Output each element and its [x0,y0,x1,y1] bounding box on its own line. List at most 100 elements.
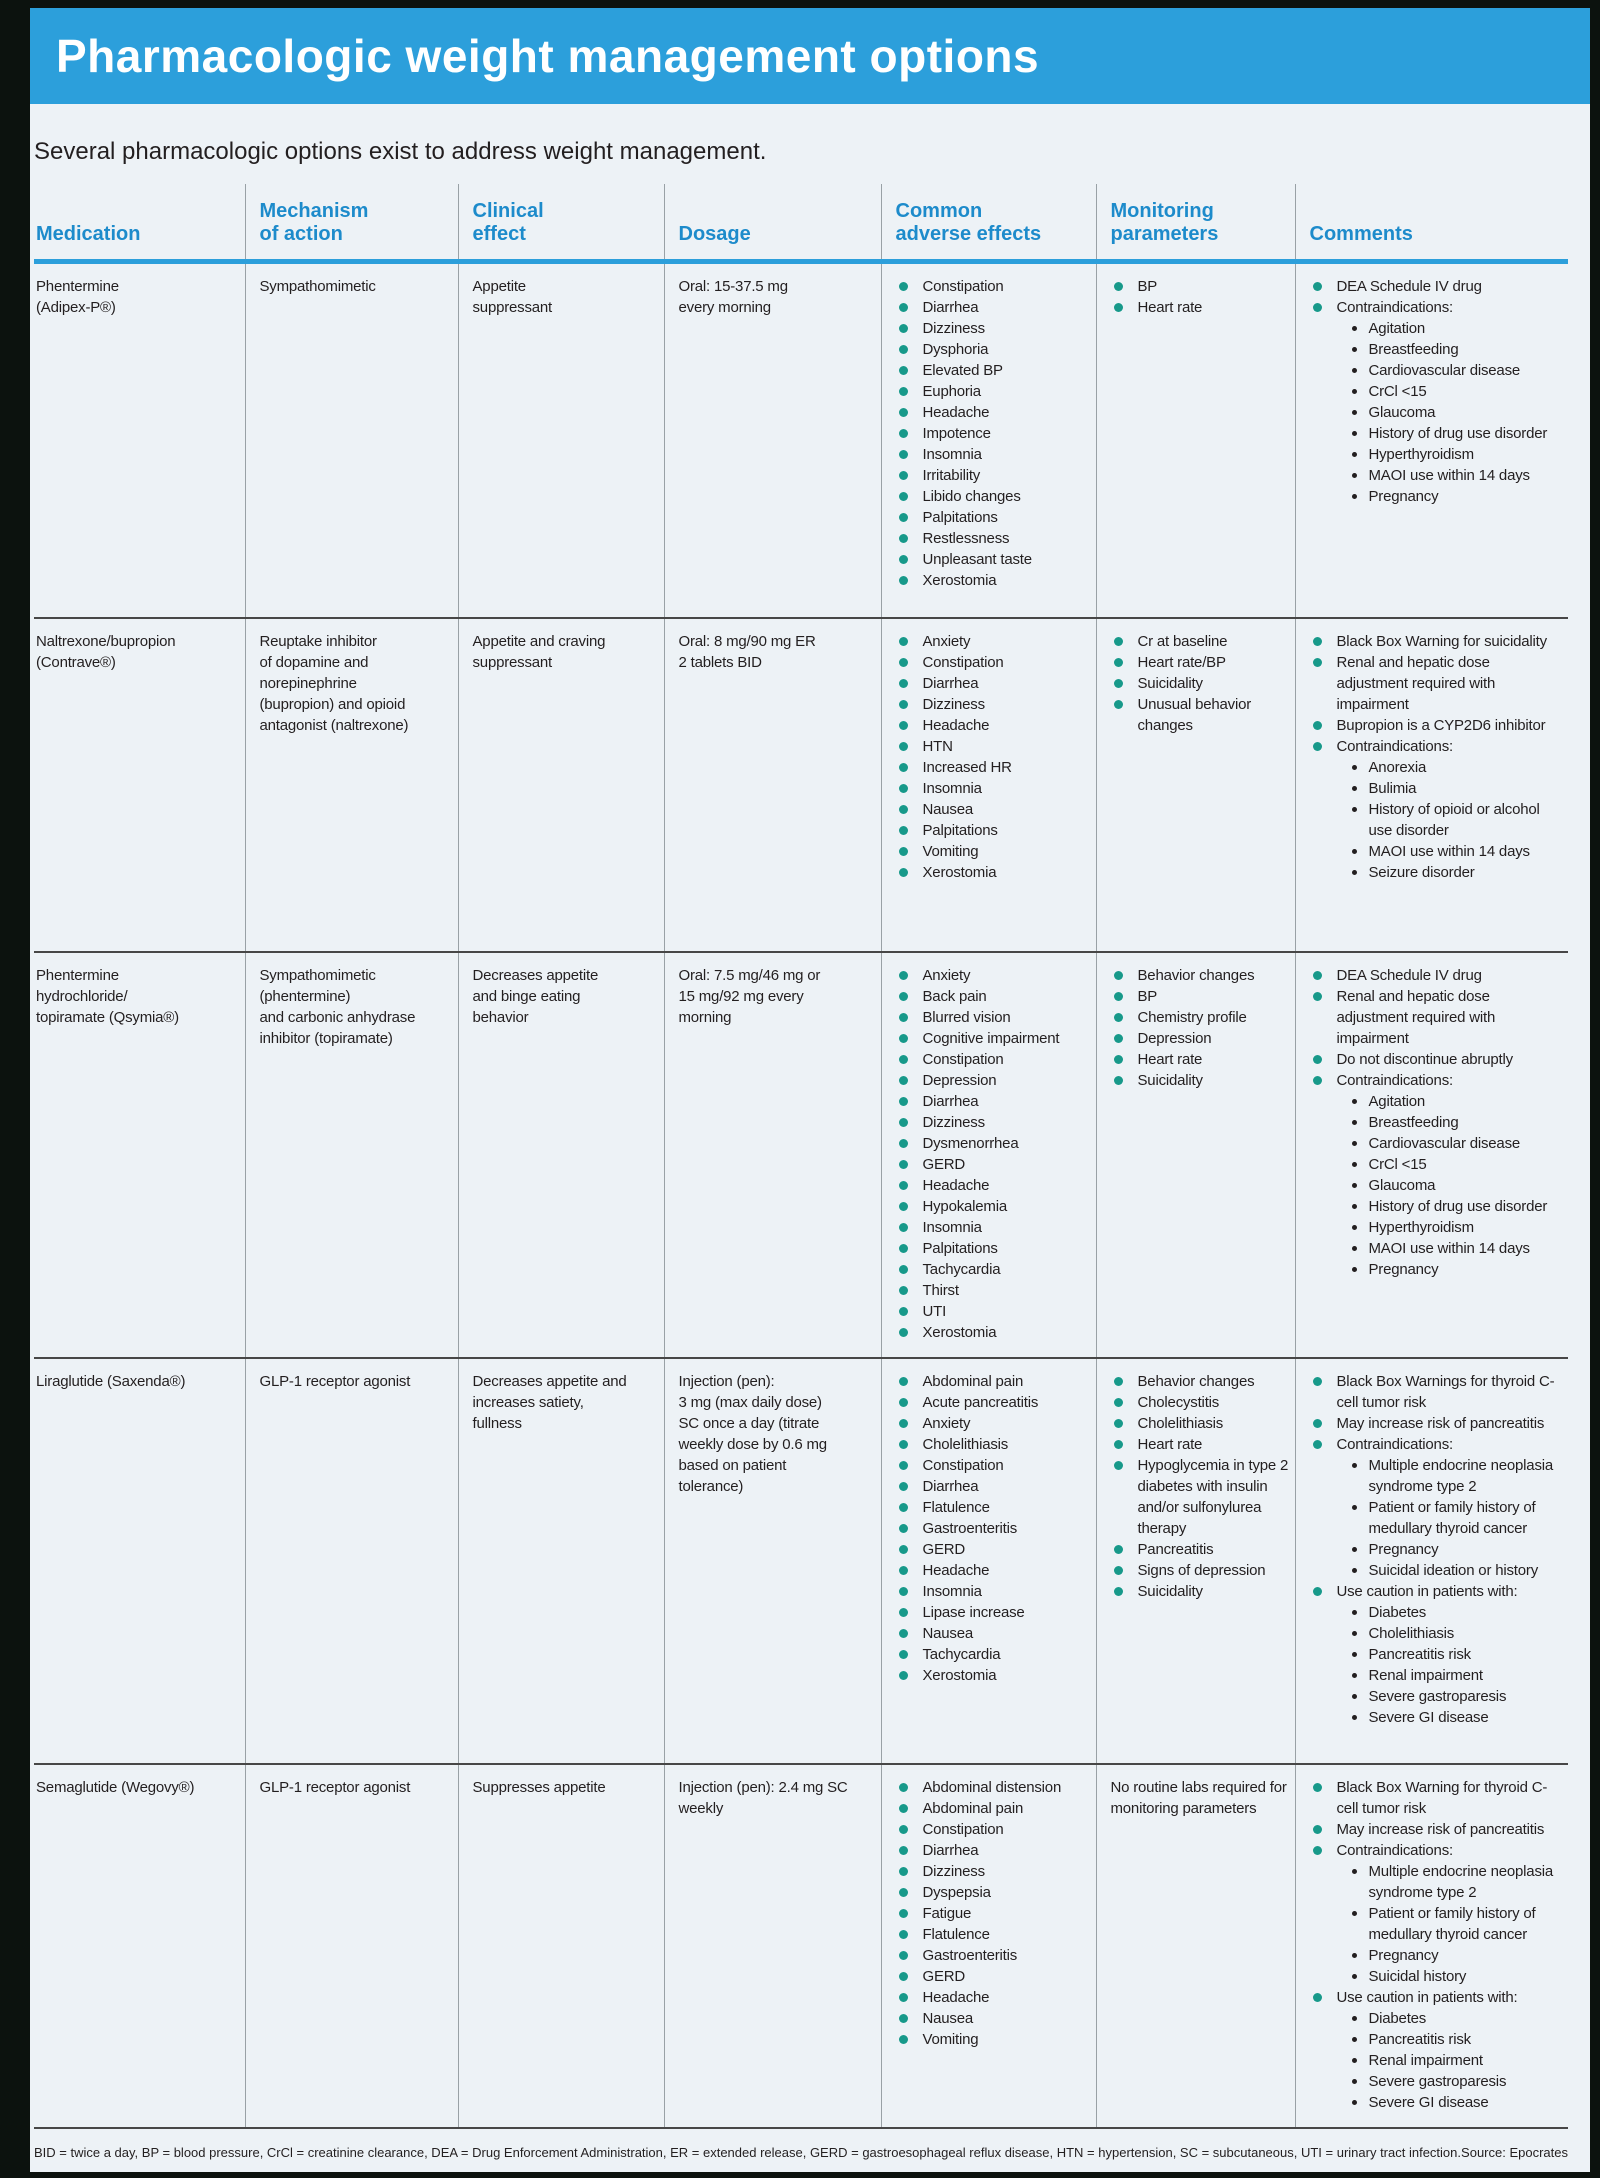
comment-sub-item: Cholelithiasis [1345,1623,1563,1644]
medication-text: Phentermine hydrochloride/ topiramate (Q… [36,966,179,1026]
adverse-effects-cell: Constipation Diarrhea Dizziness Dysphoria El… [880,261,1096,619]
page: Pharmacologic weight management options … [30,8,1590,2172]
monitoring-content: Cr at baseline Heart rate/BP Suicidality Un… [1111,631,1289,736]
dosage-text: Oral: 15-37.5 mg every morning [678,278,789,316]
adverse-effect-item: Diarrhea [896,297,1090,318]
comment-sub-item: Hyperthyroidism [1345,444,1563,465]
adverse-effect-item: Gastroenteritis [896,1945,1090,1966]
comment-sub-item: Pancreatitis risk [1345,1644,1563,1665]
adverse-effect-item: Dysphoria [896,339,1090,360]
comment-item: Do not discontinue abruptly [1310,1049,1563,1070]
comment-item: Contraindications: Agitation Breastfeeding… [1310,297,1563,507]
comment-sub-item: Severe gastroparesis [1345,1686,1563,1707]
column-header-adverse-effects: Common adverse effects [880,184,1096,264]
comment-sub-item: Seizure disorder [1345,862,1563,883]
dosage-cell: Injection (pen): 3 mg (max daily dose) S… [663,1357,881,1765]
mechanism-text: GLP-1 receptor agonist [259,1778,411,1796]
monitoring-item: Heart rate [1111,1049,1289,1070]
medication-text: Phentermine (Adipex-P®) [36,278,119,316]
clinical-effect-text: Decreases appetite and binge eating beha… [472,966,599,1026]
comment-sublist: Multiple endocrine neoplasia syndrome ty… [1337,1861,1563,1987]
monitoring-item: Heart rate/BP [1111,652,1289,673]
monitoring-item: Suicidality [1111,673,1289,694]
adverse-effect-item: Hypokalemia [896,1196,1090,1217]
comment-sub-item: Pancreatitis risk [1345,2029,1563,2050]
adverse-effect-item: Insomnia [896,444,1090,465]
dosage-cell: Injection (pen): 2.4 mg SC weekly [663,1763,881,2129]
adverse-effects-list: Anxiety Constipation Diarrhea Dizziness Head… [896,631,1090,883]
adverse-effect-item: GERD [896,1966,1090,1987]
comment-text: Do not discontinue abruptly [1336,1050,1514,1068]
adverse-effect-item: Unpleasant taste [896,549,1090,570]
monitoring-list: Cr at baseline Heart rate/BP Suicidality Un… [1111,631,1289,736]
comment-text: Contraindications: [1336,1435,1454,1453]
comment-sublist: Anorexia Bulimia History of opioid or alco… [1337,757,1563,883]
adverse-effect-item: Xerostomia [896,1665,1090,1686]
mechanism-text: Reuptake inhibitor of dopamine and norep… [259,632,409,734]
column-header-monitoring: Monitoring parameters [1095,184,1295,264]
table-header-row: Medication Mechanism of action Clinical … [34,184,1568,264]
comment-sub-item: Pregnancy [1345,486,1563,507]
comment-sub-item: Severe GI disease [1345,2092,1563,2113]
adverse-effect-item: Flatulence [896,1924,1090,1945]
comment-sublist: Agitation Breastfeeding Cardiovascular dis… [1337,1091,1563,1280]
adverse-effect-item: Dizziness [896,1112,1090,1133]
adverse-effect-item: Increased HR [896,757,1090,778]
monitoring-item: Unusual behavior changes [1111,694,1289,736]
comments-list: Black Box Warning for suicidality Renal a… [1310,631,1563,883]
mechanism-cell: Reuptake inhibitor of dopamine and norep… [244,617,458,953]
dosage-cell: Oral: 8 mg/90 mg ER 2 tablets BID [663,617,881,953]
medication-text: Naltrexone/bupropion (Contrave®) [36,632,176,671]
comment-text: Contraindications: [1336,1841,1454,1859]
comment-sublist: Diabetes Pancreatitis risk Renal impairmen… [1337,2008,1563,2113]
adverse-effect-item: GERD [896,1539,1090,1560]
medication-text: Semaglutide (Wegovy®) [36,1778,195,1796]
column-header-medication: Medication [34,184,245,264]
comment-text: May increase risk of pancreatitis [1336,1820,1545,1838]
adverse-effect-item: Vomiting [896,841,1090,862]
adverse-effect-item: Cognitive impairment [896,1028,1090,1049]
adverse-effects-list: Constipation Diarrhea Dizziness Dysphoria El… [896,276,1090,591]
monitoring-note: No routine labs required for monitoring … [1110,1778,1287,1817]
comment-sub-item: Cardiovascular disease [1345,360,1563,381]
adverse-effect-item: Constipation [896,1455,1090,1476]
clinical-effect-cell: Appetite and craving suppressant [457,617,664,953]
adverse-effect-item: Flatulence [896,1497,1090,1518]
monitoring-cell: Behavior changes Cholecystitis Cholelithia… [1095,1357,1295,1765]
comment-sub-item: CrCl <15 [1345,381,1563,402]
mechanism-text: Sympathomimetic [259,278,376,295]
source-credit: Source: Epocrates [1461,2144,1568,2160]
monitoring-item: Cholecystitis [1111,1392,1289,1413]
adverse-effect-item: Abdominal pain [896,1798,1090,1819]
medication-cell: Semaglutide (Wegovy®) [34,1763,245,2129]
comments-list: Black Box Warnings for thyroid C-cell tu… [1310,1371,1563,1728]
adverse-effects-cell: Anxiety Constipation Diarrhea Dizziness Head… [880,617,1096,953]
comment-item: Black Box Warning for suicidality [1310,631,1563,652]
adverse-effect-item: Gastroenteritis [896,1518,1090,1539]
comment-sub-item: Diabetes [1345,1602,1563,1623]
comment-sub-item: CrCl <15 [1345,1154,1563,1175]
adverse-effect-item: Irritability [896,465,1090,486]
column-header-dosage: Dosage [663,184,881,264]
adverse-effect-item: Abdominal distension [896,1777,1090,1798]
comment-sub-item: Agitation [1345,318,1563,339]
comment-sub-item: MAOI use within 14 days [1345,841,1563,862]
clinical-effect-text: Suppresses appetite [472,1778,606,1796]
adverse-effect-item: UTI [896,1301,1090,1322]
comment-text: Renal and hepatic dose adjustment requir… [1336,653,1496,713]
comment-sub-item: Pregnancy [1345,1945,1563,1966]
mechanism-cell: GLP-1 receptor agonist [244,1357,458,1765]
comment-item: Black Box Warning for thyroid C-cell tum… [1310,1777,1563,1819]
comments-list: DEA Schedule IV drug Contraindications: Ag… [1310,276,1563,507]
adverse-effect-item: Nausea [896,2008,1090,2029]
comments-cell: DEA Schedule IV drug Renal and hepatic do… [1294,951,1568,1359]
comment-item: Use caution in patients with: Diabetes Pan… [1310,1987,1563,2113]
comment-item: Use caution in patients with: Diabetes Cho… [1310,1581,1563,1728]
adverse-effect-item: Anxiety [896,965,1090,986]
adverse-effect-item: Xerostomia [896,862,1090,883]
adverse-effect-item: Cholelithiasis [896,1434,1090,1455]
comment-sub-item: Diabetes [1345,2008,1563,2029]
adverse-effect-item: Libido changes [896,486,1090,507]
comment-sub-item: Breastfeeding [1345,339,1563,360]
adverse-effect-item: Headache [896,1560,1090,1581]
